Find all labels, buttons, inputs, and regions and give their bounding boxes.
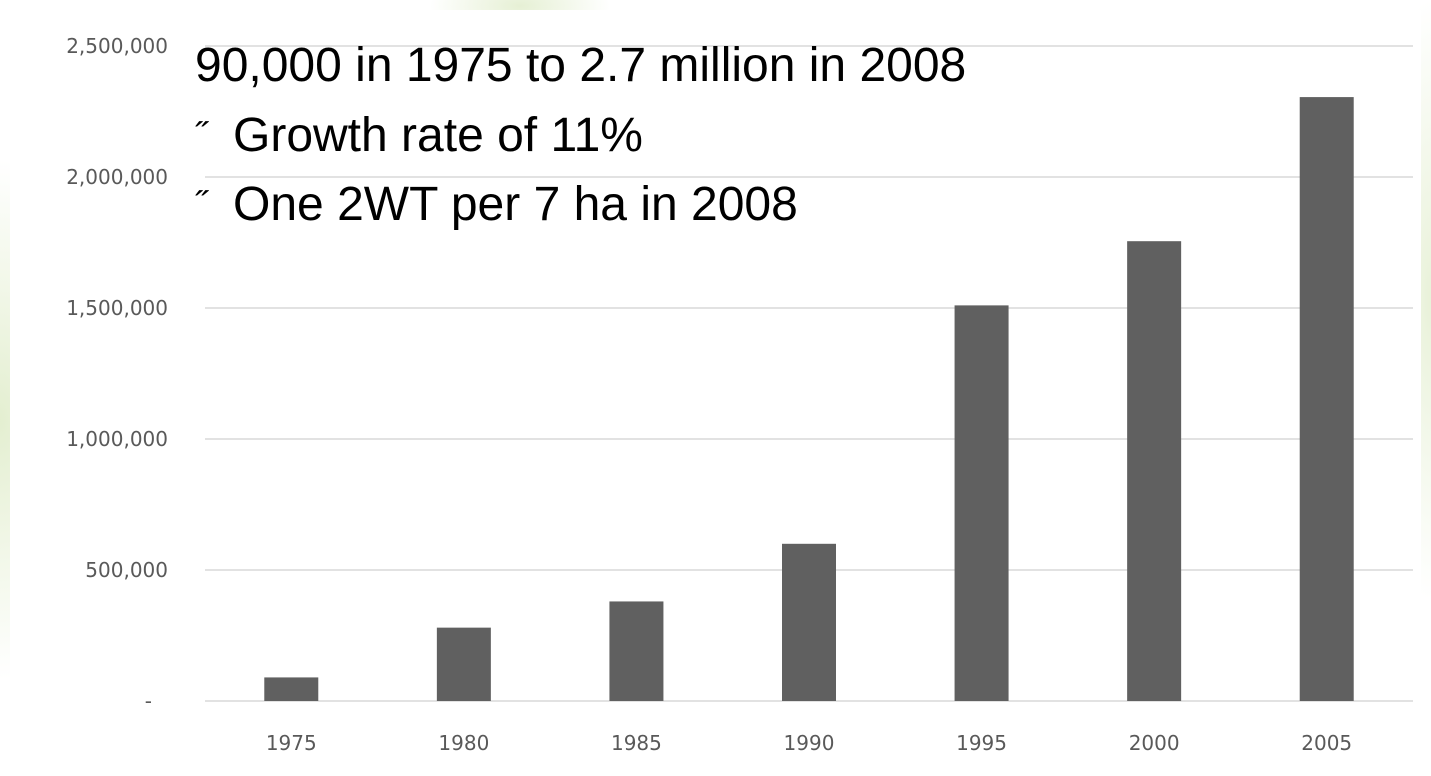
bullet-text: One 2WT per 7 ha in 2008 xyxy=(233,178,798,231)
bar-2000 xyxy=(1127,241,1182,701)
bullet-text: Growth rate of 11% xyxy=(233,109,643,162)
bars xyxy=(264,97,1354,702)
annotation-bullet-growth: ˝ Growth rate of 11% xyxy=(195,107,643,165)
x-tick-label: 1990 xyxy=(784,731,835,755)
y-axis-tick-labels: - 500,000 1,000,000 1,500,000 2,000,000 2,500… xyxy=(66,34,168,713)
x-tick-label: 2000 xyxy=(1129,731,1180,755)
x-tick-label: 1985 xyxy=(611,731,662,755)
y-tick-label: 2,000,000 xyxy=(66,165,168,189)
y-tick-label: - xyxy=(145,689,152,713)
gridlines xyxy=(205,45,1413,702)
y-tick-label: 1,000,000 xyxy=(66,427,168,451)
chart-frame xyxy=(10,10,1421,770)
bar-1995 xyxy=(954,305,1009,701)
bar-1985 xyxy=(609,601,664,701)
bar-1975 xyxy=(264,677,319,701)
x-tick-label: 1980 xyxy=(438,731,489,755)
x-tick-label: 1975 xyxy=(266,731,317,755)
x-tick-label: 2005 xyxy=(1301,731,1352,755)
bar-1980 xyxy=(436,627,491,701)
annotation-headline: 90,000 in 1975 to 2.7 million in 2008 xyxy=(195,39,967,92)
annotation-bullet-density: ˝ One 2WT per 7 ha in 2008 xyxy=(195,176,798,234)
x-tick-label: 1995 xyxy=(956,731,1007,755)
bar-1990 xyxy=(782,543,836,701)
x-axis-tick-labels: 1975 1980 1985 1990 1995 2000 2005 xyxy=(266,731,1352,755)
y-tick-label: 2,500,000 xyxy=(66,34,168,58)
bullet-glyph: ˝ xyxy=(195,115,207,156)
y-tick-label: 500,000 xyxy=(85,558,168,582)
bullet-glyph: ˝ xyxy=(195,184,207,225)
y-tick-label: 1,500,000 xyxy=(66,296,168,320)
bar-2005 xyxy=(1299,97,1354,702)
